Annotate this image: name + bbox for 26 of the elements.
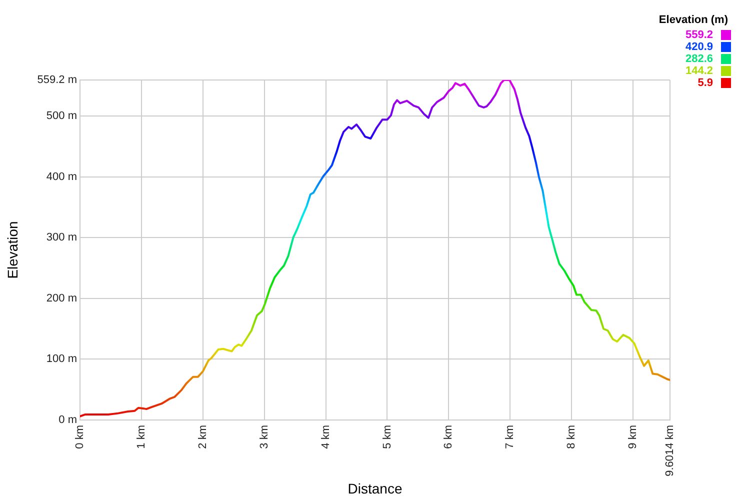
x-tick-label: 3 km [258,425,270,449]
x-tick-label: 0 km [74,425,86,449]
x-tick-label: 6 km [442,425,455,449]
x-tick-label: 5 km [381,425,394,449]
x-tick-label: 4 km [320,425,332,449]
x-tick-label: 1 km [135,425,148,449]
y-tick-label: 100 m [46,353,77,366]
x-axis-title: Distance [348,480,402,496]
x-tick-label: 9.6014 km [664,425,676,476]
x-tick-label: 8 km [566,425,578,449]
color-bar-label: 5.9 [698,77,713,89]
y-tick-label: 300 m [46,232,77,244]
x-tick-label: 2 km [196,425,209,449]
y-tick-label: 500 m [46,110,77,122]
y-tick-label: 0 m [58,414,77,426]
y-tick-label: 200 m [46,292,77,304]
color-bar-title: Elevation (m) [658,14,729,26]
color-bar-label: 144.2 [685,65,713,77]
color-bar-label: 282.6 [685,53,713,65]
x-tick-label: 7 km [504,425,516,449]
y-tick-label: 400 m [46,170,77,183]
color-bar-label: 559.2 [685,29,713,41]
y-tick-label: 559.2 m [37,74,77,86]
y-axis-title: Elevation [4,221,20,279]
color-bar-label: 420.9 [685,41,713,53]
x-tick-label: 9 km [627,425,640,449]
